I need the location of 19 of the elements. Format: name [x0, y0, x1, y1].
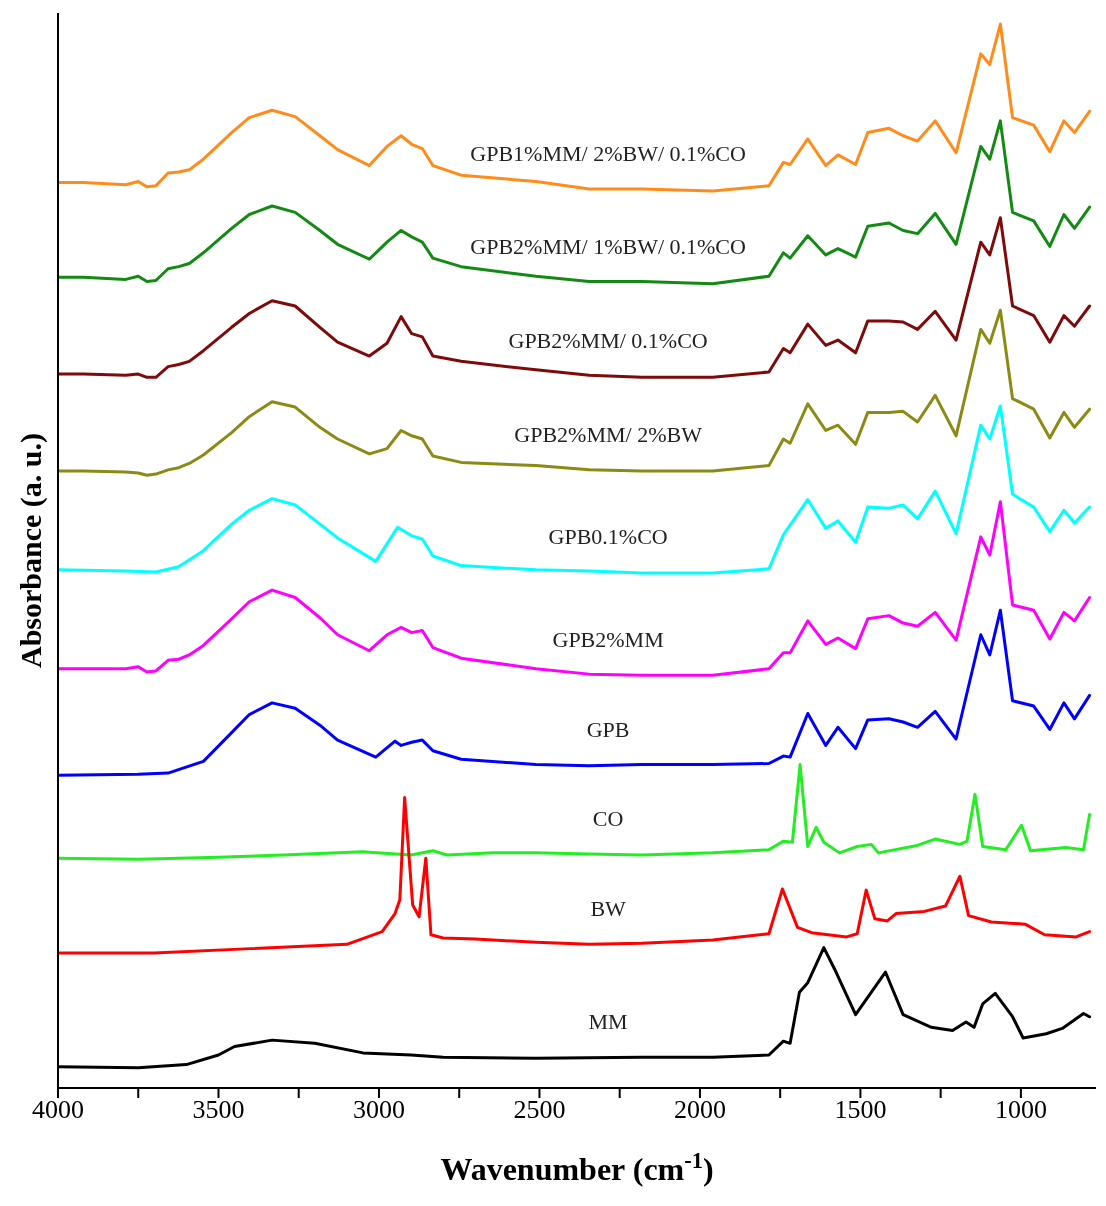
x-axis-title: Wavenumber (cm$^{-1}$)	[440, 1147, 714, 1187]
x-tick-label: 2500	[513, 1095, 566, 1125]
series-label: GPB1%MM/ 2%BW/ 0.1%CO	[470, 140, 746, 166]
series-label: MM	[588, 1009, 628, 1035]
series-label: BW	[590, 895, 627, 921]
series-label: CO	[592, 806, 624, 832]
series-label: GPB2%MM/ 0.1%CO	[508, 327, 708, 353]
y-axis-title: Absorbance (a. u.)	[13, 432, 48, 669]
series-label: GPB	[586, 717, 630, 743]
series-label: GPB0.1%CO	[548, 523, 668, 549]
x-tick-label: 2000	[673, 1095, 726, 1125]
x-tick-label: 1000	[994, 1095, 1047, 1125]
x-tick-label: 4000	[32, 1095, 84, 1125]
x-tick-label: 1500	[834, 1095, 887, 1125]
series-label: GPB2%MM/ 2%BW	[514, 422, 703, 448]
x-tick-label: 3000	[352, 1095, 405, 1125]
series-label: GPB2%MM	[552, 626, 664, 652]
series-label: GPB2%MM/ 1%BW/ 0.1%CO	[470, 233, 746, 259]
x-tick-label: 3500	[192, 1095, 245, 1125]
